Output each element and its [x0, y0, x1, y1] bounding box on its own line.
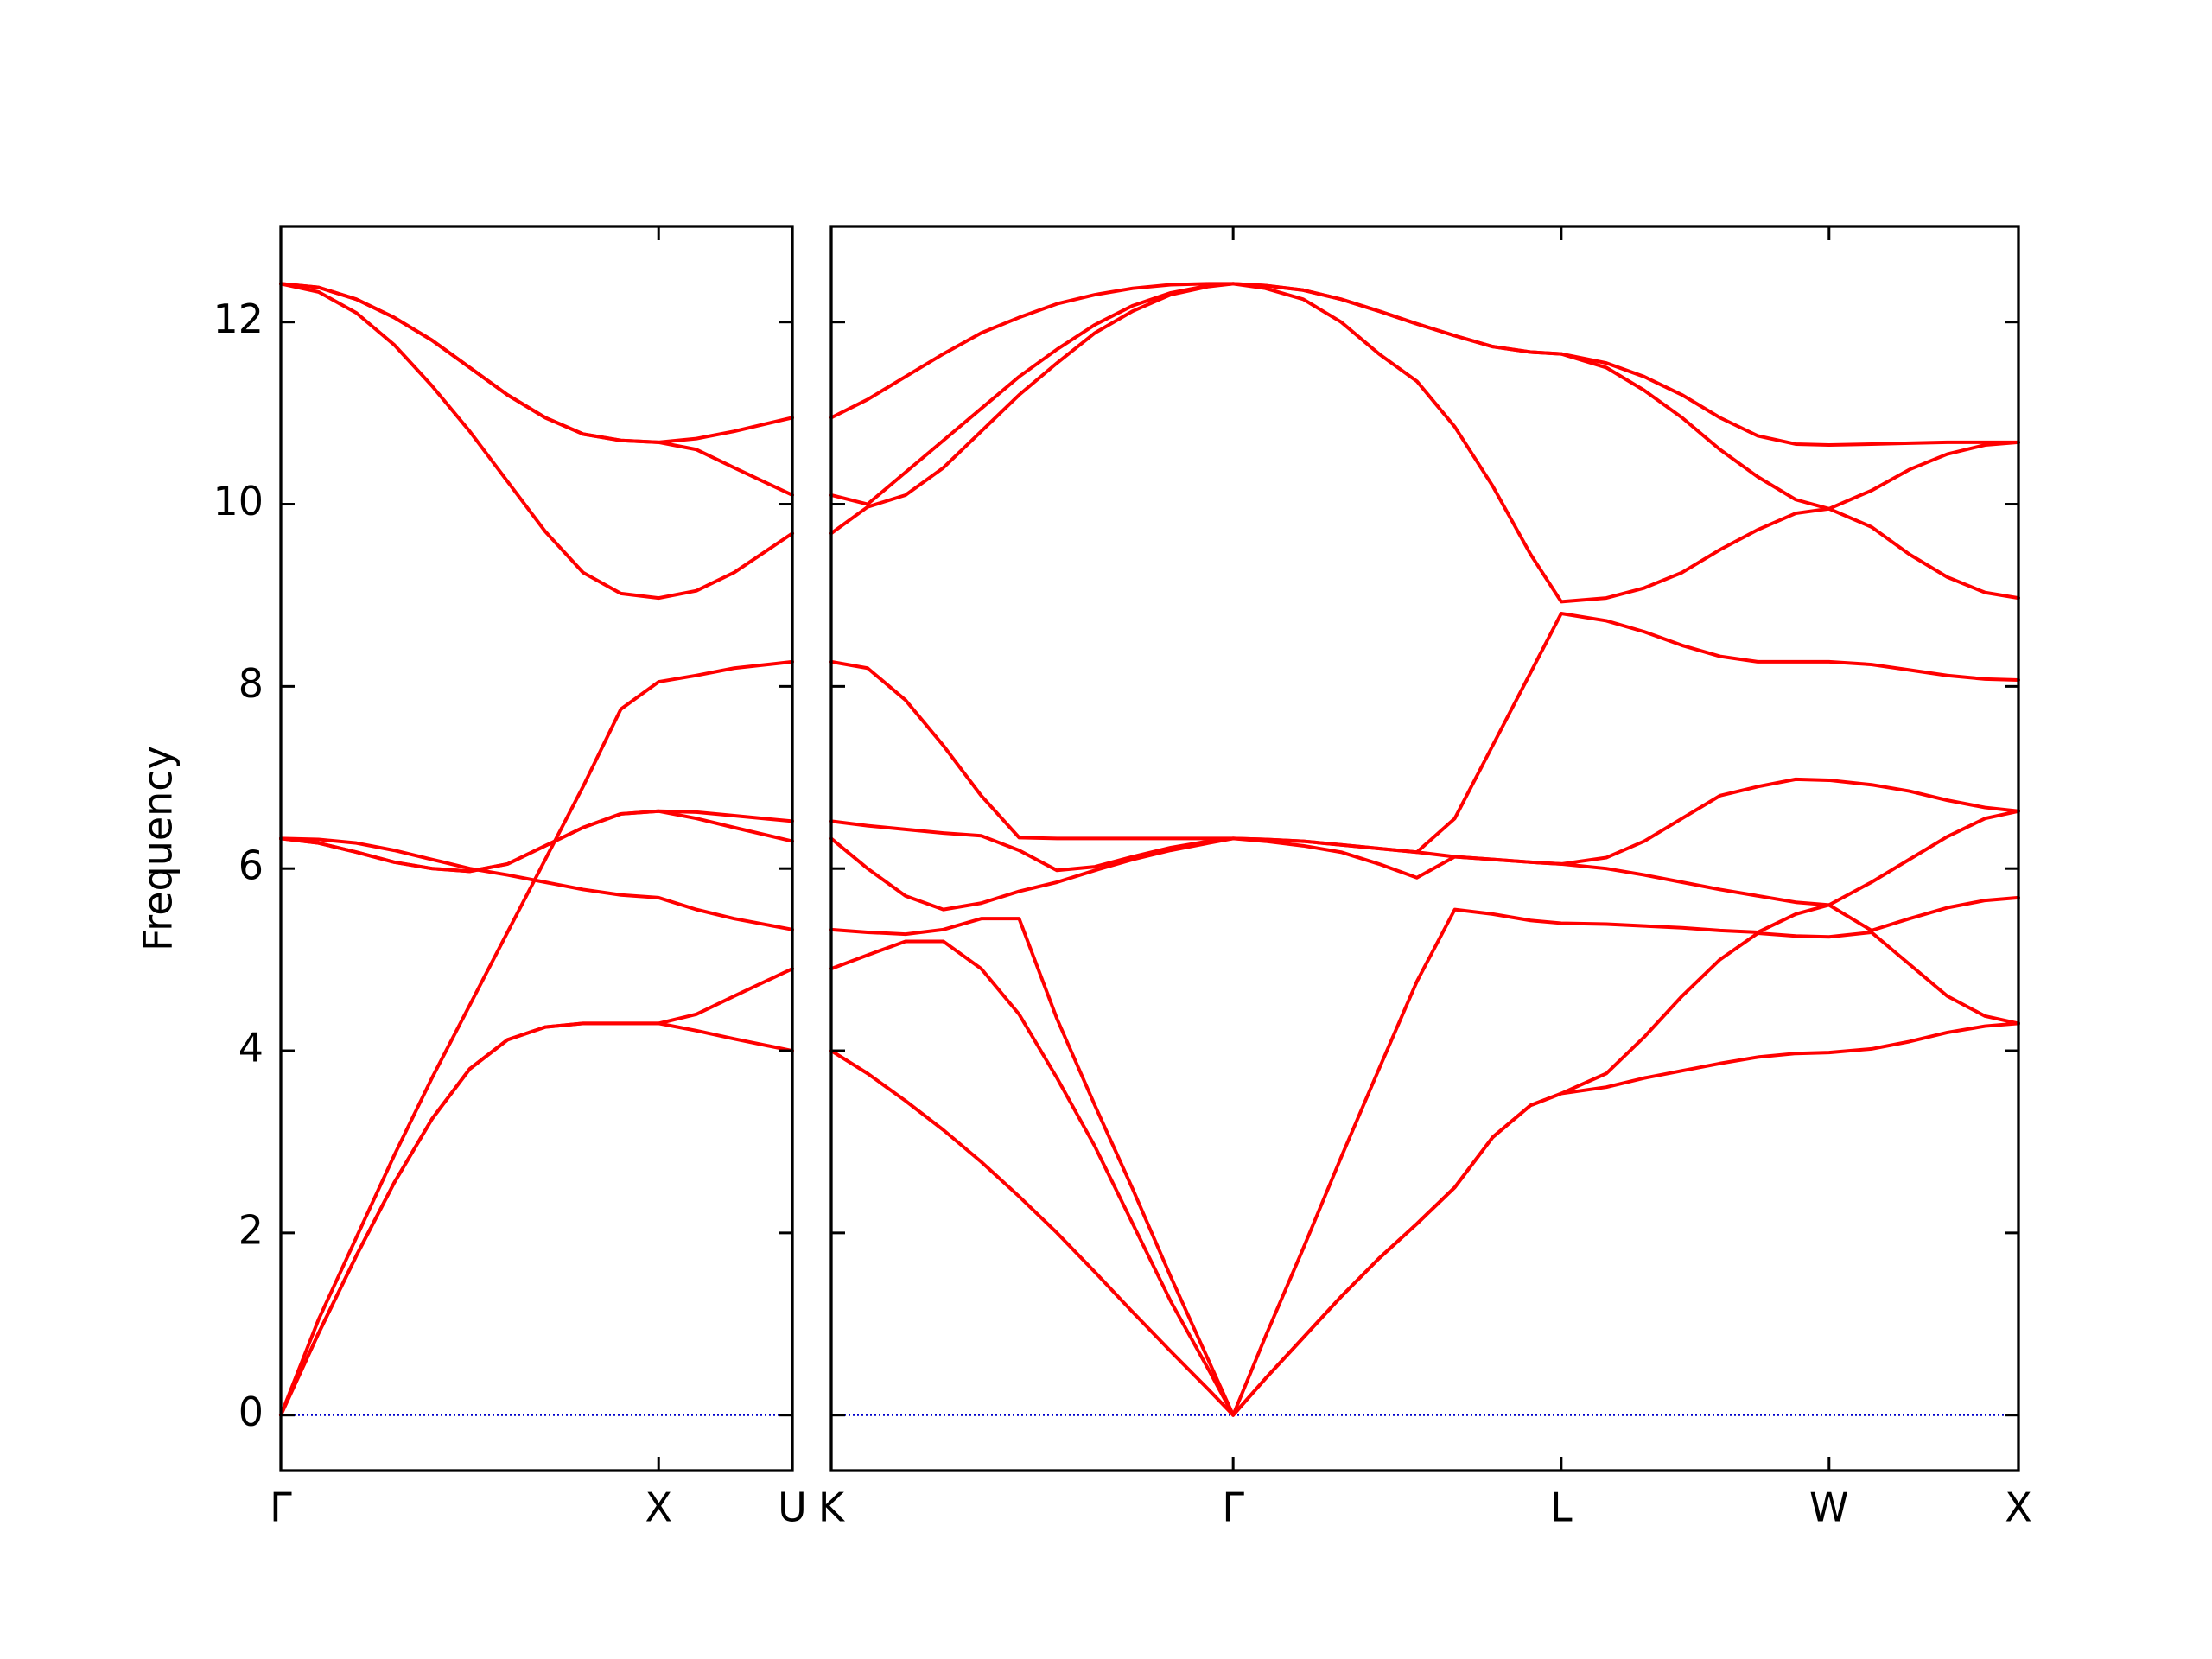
band-line [830, 282, 2020, 604]
y-tick-label: 6 [238, 842, 264, 889]
y-tick-label: 0 [238, 1389, 264, 1435]
x-tick-label: U [778, 1484, 807, 1531]
band-line [830, 895, 2020, 1417]
band-line [279, 967, 794, 1417]
band-line [830, 612, 2020, 855]
x-tick-label: Γ [270, 1484, 292, 1531]
band-line [830, 282, 2020, 511]
band-line [279, 282, 794, 444]
y-tick-label: 12 [213, 296, 264, 342]
band-line [279, 282, 794, 601]
band-line [279, 282, 794, 497]
y-tick-label: 4 [238, 1025, 264, 1071]
y-axis-label: Frequency [135, 746, 181, 951]
x-tick-label: L [1550, 1484, 1573, 1531]
band-line [279, 836, 794, 931]
x-tick-label: X [645, 1484, 672, 1531]
y-tick-label: 2 [238, 1206, 264, 1253]
band-line [279, 1021, 794, 1417]
x-tick-label: W [1809, 1484, 1848, 1531]
y-tick-label: 8 [238, 660, 264, 707]
x-tick-label: X [2005, 1484, 2032, 1531]
plot-frame [279, 225, 794, 1472]
band-line [830, 282, 2020, 447]
band-line [279, 809, 794, 874]
y-tick-label: 10 [213, 478, 264, 524]
x-tick-label: K [818, 1484, 846, 1531]
band-line [279, 659, 794, 1417]
plot-frame [830, 225, 2020, 1472]
band-line [830, 930, 2020, 1417]
band-line [279, 809, 794, 874]
x-tick-label: Γ [1222, 1484, 1244, 1531]
band-line [830, 809, 2020, 912]
band-line [830, 1021, 2020, 1417]
